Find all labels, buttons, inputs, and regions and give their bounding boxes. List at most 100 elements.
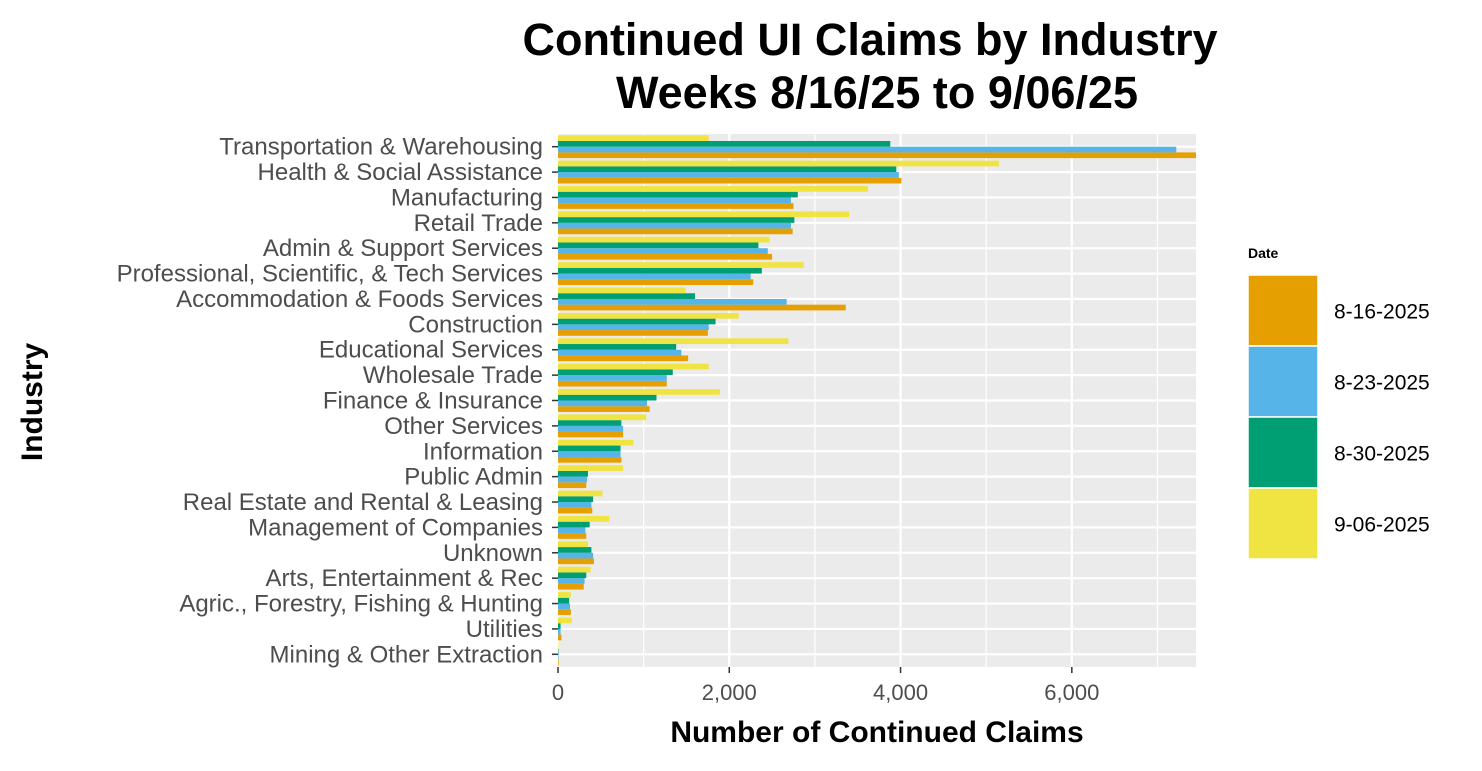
bar — [558, 236, 770, 243]
bar — [558, 355, 689, 362]
bar — [558, 267, 762, 274]
category-label: Information — [423, 438, 543, 465]
bar — [558, 502, 592, 508]
category-label: Unknown — [443, 540, 543, 567]
bar — [558, 515, 610, 522]
category-label: Wholesale Trade — [363, 362, 543, 389]
x-tick-label: 4,000 — [873, 680, 928, 705]
bar — [558, 304, 846, 311]
bar — [558, 217, 795, 223]
category-label: Management of Companies — [248, 514, 543, 541]
category-label: Manufacturing — [391, 184, 543, 211]
category-label: Arts, Entertainment & Rec — [266, 565, 543, 592]
legend-title: Date — [1248, 245, 1279, 261]
bar — [558, 248, 768, 254]
bar — [558, 617, 572, 624]
bar — [558, 406, 650, 412]
category-label: Mining & Other Extraction — [270, 641, 543, 668]
bar — [558, 186, 869, 192]
x-tick-label: 0 — [552, 680, 564, 705]
bar — [558, 648, 559, 655]
bar — [558, 451, 621, 457]
bar — [558, 527, 586, 534]
legend-label: 8-30-2025 — [1334, 443, 1430, 466]
bar — [558, 380, 667, 387]
category-label: Real Estate and Rental & Leasing — [183, 489, 543, 516]
category-label: Retail Trade — [414, 210, 543, 237]
bar — [558, 172, 899, 178]
bar — [558, 465, 624, 471]
bar — [558, 191, 798, 198]
bar — [558, 228, 793, 235]
bar — [558, 521, 590, 528]
bar — [558, 597, 570, 604]
category-label: Transportation & Warehousing — [219, 134, 543, 161]
category-label: Other Services — [384, 413, 543, 440]
bar — [558, 324, 709, 331]
bar — [558, 533, 587, 539]
legend-label: 8-23-2025 — [1334, 372, 1430, 395]
bar — [558, 456, 622, 463]
bar — [558, 253, 773, 260]
category-label: Health & Social Assistance — [258, 159, 543, 186]
bar — [558, 389, 720, 395]
category-label: Accommodation & Foods Services — [176, 286, 543, 313]
bar — [558, 476, 588, 483]
bar — [558, 592, 571, 598]
bar — [558, 414, 647, 421]
bar — [558, 369, 673, 376]
category-label: Agric., Forestry, Fishing & Hunting — [179, 591, 543, 618]
bar — [558, 552, 594, 559]
legend-key — [1247, 274, 1319, 347]
bar — [558, 293, 696, 299]
bar — [558, 375, 667, 381]
bar — [558, 177, 902, 184]
bar — [558, 445, 621, 452]
bar — [558, 603, 570, 610]
legend-key — [1247, 416, 1319, 489]
bar — [558, 222, 791, 229]
bar — [558, 628, 561, 635]
bar — [558, 211, 850, 218]
bar — [558, 197, 791, 204]
legend: Date 8-16-2025 8-23-2025 8-30-2025 9-06-202… — [1247, 245, 1430, 560]
bar — [558, 135, 709, 141]
bar — [558, 318, 716, 325]
category-label: Utilities — [466, 616, 543, 643]
bar — [558, 470, 588, 477]
bar — [558, 242, 759, 249]
category-label: Finance & Insurance — [323, 388, 543, 415]
chart-subtitle: Weeks 8/16/25 to 9/06/25 — [616, 67, 1138, 118]
bar — [558, 394, 657, 401]
bar — [558, 490, 603, 497]
category-label: Public Admin — [404, 464, 543, 491]
x-tick-label: 2,000 — [702, 680, 757, 705]
bar — [558, 572, 587, 579]
chart-title: Continued UI Claims by Industry — [522, 14, 1217, 65]
bar — [558, 609, 571, 615]
bar — [558, 140, 891, 147]
bar — [558, 439, 634, 446]
bar — [558, 203, 794, 209]
bar — [558, 287, 686, 294]
bar — [558, 547, 592, 553]
bar — [558, 654, 559, 661]
bar — [558, 349, 682, 356]
bar — [558, 583, 584, 590]
bar — [558, 146, 1177, 153]
bar — [558, 363, 709, 370]
category-label: Admin & Support Services — [263, 235, 543, 262]
bar — [558, 578, 585, 584]
bar — [558, 623, 561, 629]
bar — [558, 160, 1000, 167]
bar — [558, 312, 739, 319]
category-label: Educational Services — [319, 337, 543, 364]
bar — [558, 507, 593, 514]
bar — [558, 482, 587, 489]
x-axis: 0 2,000 4,000 6,000 — [552, 667, 1099, 705]
bar — [558, 279, 754, 286]
category-label: Professional, Scientific, & Tech Service… — [117, 261, 543, 288]
